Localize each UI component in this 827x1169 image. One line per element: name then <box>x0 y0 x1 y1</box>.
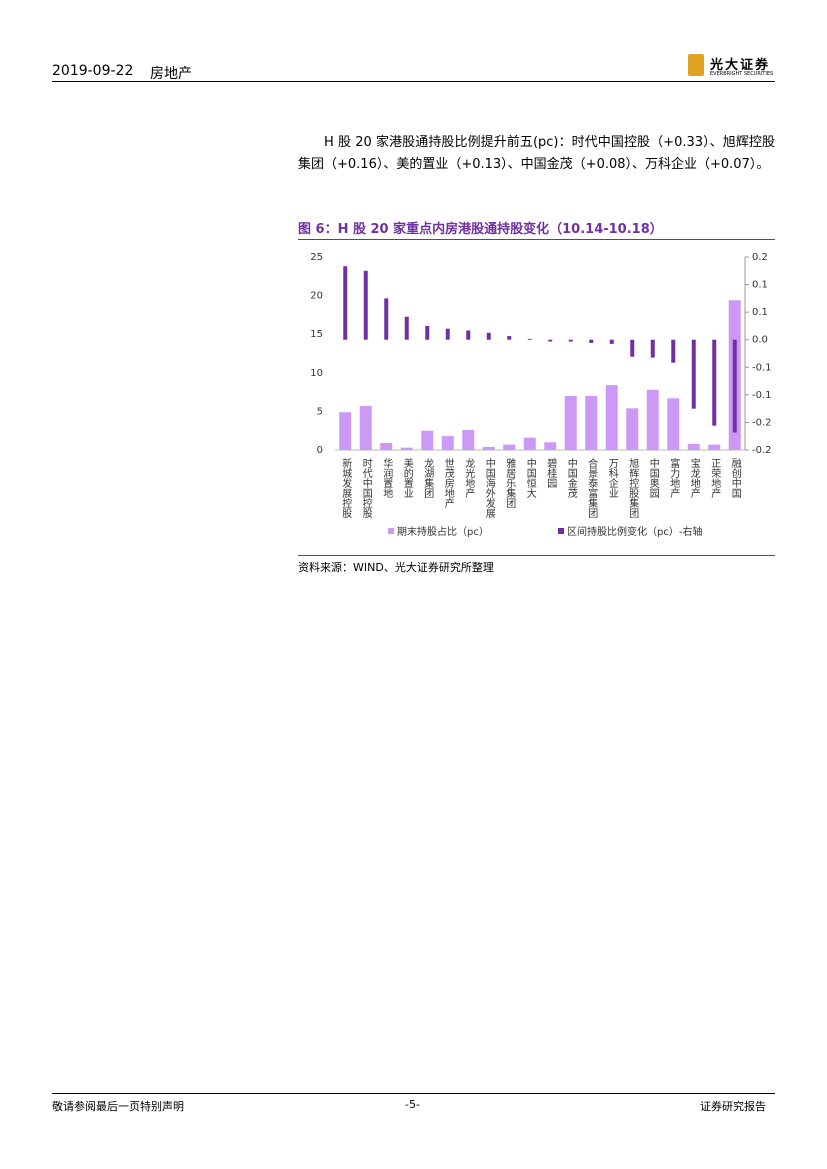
y2-tick-label: 0.1 <box>752 280 768 291</box>
x-tick-label: 时代中国控股 <box>360 458 372 519</box>
x-tick-label: 旭辉控股集团 <box>627 458 639 519</box>
bar <box>626 408 639 450</box>
y-tick-label: 10 <box>310 368 323 379</box>
bar <box>564 395 577 450</box>
x-tick-label: 中国金茂 <box>565 457 577 499</box>
y-tick-label: 0 <box>317 445 323 456</box>
y2-tick-label: -0.2 <box>752 445 772 456</box>
y2-tick-label: 0.1 <box>752 307 768 318</box>
y-tick-label: 25 <box>310 252 323 263</box>
x-tick-label: 新城发展控股 <box>340 457 352 519</box>
logo-cn: 光大证券 <box>710 58 771 73</box>
bar <box>708 444 721 450</box>
bar <box>671 339 676 363</box>
bar <box>630 339 635 357</box>
bar <box>585 395 598 450</box>
footer-left: 敬请参阅最后一页特别声明 <box>52 1100 184 1113</box>
y2-tick-label: -0.1 <box>752 390 772 401</box>
y2-tick-label: -0.2 <box>752 417 772 428</box>
y2-tick-label: -0.1 <box>752 362 772 373</box>
legend-label: 期末持股占比（pc） <box>397 525 489 538</box>
x-tick-label: 融创中国 <box>729 458 741 499</box>
footer-right: 证券研究报告 <box>700 1100 766 1113</box>
x-tick-label: 万科企业 <box>606 458 618 498</box>
bar <box>605 385 618 450</box>
header-date: 2019-09-22 <box>52 63 134 79</box>
y2-tick-label: 0.0 <box>752 335 768 346</box>
bar <box>486 332 491 340</box>
footer-rule <box>52 1093 775 1094</box>
bar <box>363 270 368 340</box>
bar <box>650 339 655 358</box>
bar <box>544 442 557 450</box>
x-tick-label: 世茂房地产 <box>442 458 454 509</box>
x-tick-label: 美的置业 <box>401 457 413 498</box>
bar <box>343 266 348 340</box>
bar <box>421 430 434 450</box>
bar <box>339 412 352 450</box>
header-sector: 房地产 <box>150 66 192 82</box>
x-tick-label: 龙湖集团 <box>422 457 434 499</box>
bar <box>523 437 536 450</box>
legend-swatch <box>388 528 394 534</box>
logo-en: EVERBRIGHT SECURITIES <box>710 71 774 77</box>
source-rule <box>298 555 775 556</box>
bar <box>548 339 553 342</box>
legend-swatch <box>558 528 564 534</box>
bar <box>445 328 450 340</box>
bar <box>384 298 389 340</box>
legend-label: 区间持股比例变化（pc）-右轴 <box>567 525 702 538</box>
bar <box>503 444 516 450</box>
caption-rule <box>298 239 775 240</box>
y2-tick-label: 0.2 <box>752 252 768 263</box>
y-tick-label: 5 <box>317 406 323 417</box>
x-tick-label: 富力地产 <box>668 457 680 499</box>
bar <box>462 429 475 450</box>
y-tick-label: 20 <box>310 291 323 302</box>
footer-center: -5- <box>405 1098 420 1111</box>
chart: 0 5 10 15 20 25 0.2 0.1 0.1 0.0 -0.1 -0.1 -0.2 -0.2 新城… <box>310 252 772 538</box>
x-tick-label: 碧桂园 <box>545 458 557 489</box>
bar <box>712 339 717 426</box>
bar <box>404 316 409 340</box>
bar <box>732 339 737 433</box>
bar <box>441 436 454 450</box>
header-rule <box>52 81 775 82</box>
bar <box>359 405 372 450</box>
source: 资料来源：WIND、光大证券研究所整理 <box>298 561 494 574</box>
bar <box>380 443 393 450</box>
bar <box>646 389 659 450</box>
x-tick-label: 中国海外发展 <box>483 457 495 519</box>
y-tick-label: 15 <box>310 329 323 340</box>
x-tick-label: 华润置地 <box>381 457 393 498</box>
x-tick-label: 龙光地产 <box>463 457 475 499</box>
bar <box>667 398 680 450</box>
bar <box>507 336 512 340</box>
paragraph: H 股 20 家港股通持股比例提升前五(pc)：时代中国控股（+0.33）、旭辉… <box>298 135 775 172</box>
bar <box>589 339 594 343</box>
bar <box>400 447 413 450</box>
x-tick-label: 雅居乐集团 <box>504 457 516 509</box>
bar <box>568 339 573 342</box>
x-tick-label: 合景泰富集团 <box>586 457 598 519</box>
logo-icon <box>688 54 704 76</box>
bar <box>687 443 700 450</box>
x-tick-label: 宝龙地产 <box>688 457 700 499</box>
bar <box>609 339 614 344</box>
figure-caption: 图 6：H 股 20 家重点内房港股通持股变化（10.14-10.18） <box>298 222 663 237</box>
bar <box>691 339 696 409</box>
bar <box>482 446 495 450</box>
bar <box>527 338 532 340</box>
x-tick-label: 中国奥园 <box>647 457 659 499</box>
bar <box>466 330 471 340</box>
bar <box>425 325 430 340</box>
x-tick-label: 中国恒大 <box>524 457 536 499</box>
x-tick-label: 正荣地产 <box>709 458 721 499</box>
